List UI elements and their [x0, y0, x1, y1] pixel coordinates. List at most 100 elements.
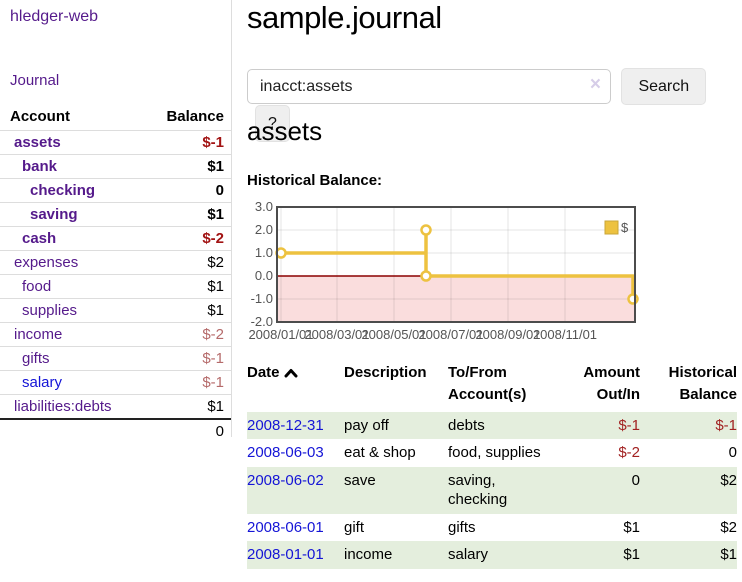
chart-gridlines: [277, 207, 635, 322]
transaction-balance: $-1: [640, 411, 737, 439]
app-brand-link[interactable]: hledger-web: [10, 8, 99, 25]
chart-negative-region: [277, 276, 635, 322]
account-balance: $-2: [115, 322, 231, 347]
accounts-table: Account Balance assets $-1 bank $1 check…: [0, 105, 231, 443]
svg-text:2008/01/01: 2008/01/01: [248, 327, 313, 342]
transaction-amount: $-1: [568, 411, 640, 439]
transaction-balance: $2: [640, 466, 737, 514]
chart-data-markers: [275, 224, 639, 305]
sidebar-item-journal[interactable]: Journal: [10, 72, 60, 89]
account-row: assets $-1: [0, 130, 231, 155]
account-row: food $1: [0, 274, 231, 299]
account-link-expenses[interactable]: expenses: [14, 254, 79, 271]
register-header-date[interactable]: Date: [247, 360, 344, 412]
svg-text:2008/09/01: 2008/09/01: [475, 327, 540, 342]
accounts-total-row: 0: [0, 418, 231, 443]
transaction-accounts: salary: [448, 541, 568, 569]
accounts-header-line2: Account(s): [448, 385, 527, 403]
search-input[interactable]: [247, 69, 611, 104]
register-header-accounts: To/From Account(s): [448, 360, 568, 412]
transaction-amount: $1: [568, 541, 640, 569]
register-header-balance: Historical Balance: [640, 360, 737, 412]
amount-header-line2: Out/In: [596, 385, 640, 403]
page-title: sample.journal: [247, 0, 442, 35]
transaction-amount: 0: [568, 466, 640, 514]
svg-text:2008/05/01: 2008/05/01: [361, 327, 426, 342]
clear-search-icon[interactable]: ×: [589, 74, 601, 95]
transaction-accounts: food, supplies: [448, 444, 541, 461]
transaction-date-link[interactable]: 2008-06-01: [247, 518, 324, 536]
account-link-salary[interactable]: salary: [22, 374, 63, 391]
transaction-row: 2008-01-01 income salary $1 $1: [247, 541, 737, 569]
account-row: supplies $1: [0, 298, 231, 323]
account-row: expenses $2: [0, 250, 231, 275]
account-balance: $1: [115, 154, 231, 179]
account-link-checking[interactable]: checking: [30, 182, 96, 199]
account-row: liabilities:debts $1: [0, 394, 231, 419]
transaction-description: income: [344, 541, 448, 569]
account-link-bank[interactable]: bank: [22, 158, 58, 175]
transaction-date-link[interactable]: 2008-06-02: [247, 471, 324, 489]
transaction-date-link[interactable]: 2008-01-01: [247, 546, 324, 563]
transaction-date-link[interactable]: 2008-06-03: [247, 444, 324, 461]
account-link-saving[interactable]: saving: [30, 206, 78, 223]
account-link-food[interactable]: food: [22, 278, 52, 295]
account-balance: $-2: [115, 226, 231, 251]
chart-x-axis-labels: 2008/01/01 2008/03/01 2008/05/01 2008/07…: [248, 327, 597, 342]
svg-text:-1.0: -1.0: [251, 291, 273, 306]
help-button[interactable]: ?: [255, 105, 290, 142]
account-link-liabilities-debts[interactable]: liabilities:debts: [14, 398, 112, 415]
transaction-balance: $2: [720, 518, 737, 536]
account-balance: $-1: [115, 370, 231, 395]
balance-header-line1: Historical: [668, 364, 737, 381]
transaction-accounts: saving, checking: [448, 466, 568, 514]
account-balance: $2: [115, 250, 231, 275]
account-link-gifts[interactable]: gifts: [22, 350, 50, 367]
chart-title: Historical Balance:: [247, 172, 383, 189]
register-header-description: Description: [344, 364, 427, 381]
transaction-description: eat & shop: [344, 444, 416, 461]
account-link-supplies[interactable]: supplies: [22, 302, 78, 319]
main-content: sample.journal × Search ? assets Histori…: [245, 0, 742, 582]
amount-header-line1: Amount: [583, 364, 640, 381]
svg-text:2008/07/01: 2008/07/01: [418, 327, 483, 342]
transaction-description: pay off: [344, 411, 448, 439]
account-link-income[interactable]: income: [14, 326, 63, 343]
account-balance: $-1: [115, 130, 231, 155]
account-balance: $1: [115, 298, 231, 323]
account-balance: $1: [115, 394, 231, 419]
chart-series-line: [279, 228, 635, 301]
legend-swatch-icon: [604, 220, 619, 235]
svg-text:2008/03/01: 2008/03/01: [304, 327, 369, 342]
transaction-accounts: debts: [448, 411, 568, 439]
account-row: cash $-2: [0, 226, 231, 251]
chart-legend: $: [604, 220, 629, 235]
svg-text:1.0: 1.0: [255, 245, 273, 260]
account-row: bank $1: [0, 154, 231, 179]
transaction-date-link[interactable]: 2008-12-31: [247, 416, 324, 434]
transaction-accounts: gifts: [448, 518, 476, 536]
transaction-row: 2008-06-02 save saving, checking 0 $2: [247, 466, 737, 514]
register-header-row: Date Description To/From Account(s) Amou…: [247, 360, 737, 412]
historical-balance-chart[interactable]: $ 3.0 2.0 1.0 0.0 -1.0 -2.0 2008/01/01 2…: [245, 198, 643, 348]
register-table: Date Description To/From Account(s) Amou…: [247, 360, 737, 569]
account-balance: $1: [115, 202, 231, 227]
accounts-header-line1: To/From: [448, 364, 507, 381]
svg-text:2.0: 2.0: [255, 222, 273, 237]
accounts-header-row: Account Balance: [0, 105, 231, 131]
svg-text:2008/11/01: 2008/11/01: [533, 327, 597, 342]
transaction-balance: $1: [640, 541, 737, 569]
account-row: checking 0: [0, 178, 231, 203]
accounts-header-account: Account: [10, 108, 70, 125]
chart-plot-border: [276, 206, 636, 323]
chart-y-axis-labels: 3.0 2.0 1.0 0.0 -1.0 -2.0: [251, 199, 273, 329]
search-button[interactable]: Search: [621, 68, 707, 105]
balance-header-line2: Balance: [679, 385, 737, 403]
account-link-cash[interactable]: cash: [22, 230, 57, 247]
account-row: salary $-1: [0, 370, 231, 395]
account-link-assets[interactable]: assets: [14, 134, 61, 151]
transaction-description: save: [344, 466, 448, 514]
account-row: income $-2: [0, 322, 231, 347]
date-header-label: Date: [247, 364, 280, 381]
account-balance: $1: [115, 274, 231, 299]
